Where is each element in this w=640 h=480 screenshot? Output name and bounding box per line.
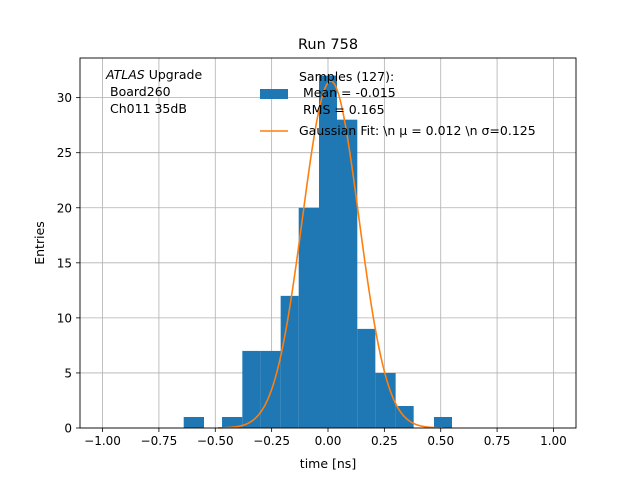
legend-fit-label: Gaussian Fit: \n μ = 0.012 \n σ=0.125 (299, 123, 536, 138)
legend-histogram-label-1: Samples (127): (299, 69, 394, 84)
y-axis-ticks: 0 5 10 15 20 25 30 (57, 91, 80, 436)
gaussian-fit-curve (217, 80, 444, 429)
y-tick-label: 20 (57, 201, 72, 215)
legend-histogram-label-3: RMS = 0.165 (299, 102, 385, 117)
y-axis-label: Entries (32, 221, 47, 265)
annotation-line-3: Ch011 35dB (110, 101, 187, 116)
chart-title: Run 758 (298, 37, 358, 53)
x-tick-label: −0.75 (141, 434, 178, 448)
legend-histogram-swatch (260, 89, 288, 99)
histogram-bars (183, 75, 452, 429)
histogram-bar (260, 350, 281, 428)
x-tick-label: 0.75 (484, 434, 511, 448)
y-tick-label: 5 (64, 366, 72, 380)
histogram-bar (318, 75, 338, 428)
legend-histogram-label-2: Mean = -0.015 (299, 85, 396, 100)
x-tick-label: −0.50 (197, 434, 234, 448)
y-tick-label: 0 (64, 422, 72, 436)
histogram-bar (280, 295, 299, 428)
x-tick-label: 0.00 (315, 434, 342, 448)
histogram-bar (375, 372, 396, 428)
x-tick-label: −1.00 (84, 434, 121, 448)
x-tick-label: 0.25 (371, 434, 398, 448)
x-axis-ticks: −1.00 −0.75 −0.50 −0.25 0.00 0.25 0.50 0.75 1.00 (84, 428, 567, 448)
x-tick-label: 0.50 (427, 434, 454, 448)
y-tick-label: 30 (57, 91, 72, 105)
x-axis-label: time [ns] (300, 456, 356, 471)
annotation-atlas: ATLAS (105, 67, 145, 82)
x-tick-label: 1.00 (540, 434, 567, 448)
histogram-bar (357, 328, 376, 428)
legend: Samples (127): Mean = -0.015 RMS = 0.165… (260, 69, 536, 138)
atlas-annotation: ATLAS Upgrade Board260 Ch011 35dB (105, 67, 202, 116)
y-tick-label: 15 (57, 256, 72, 270)
annotation-line-1: ATLAS Upgrade (105, 67, 202, 82)
x-tick-label: −0.25 (253, 434, 290, 448)
histogram-bar (298, 207, 319, 428)
histogram-bar (242, 350, 261, 428)
annotation-line-2: Board260 (110, 84, 171, 99)
histogram-bar (337, 119, 358, 429)
y-tick-label: 10 (57, 311, 72, 325)
histogram-bar (433, 416, 452, 428)
annotation-upgrade: Upgrade (145, 67, 203, 82)
histogram-bar (222, 416, 243, 428)
histogram-bar (183, 416, 204, 428)
y-tick-label: 25 (57, 146, 72, 160)
